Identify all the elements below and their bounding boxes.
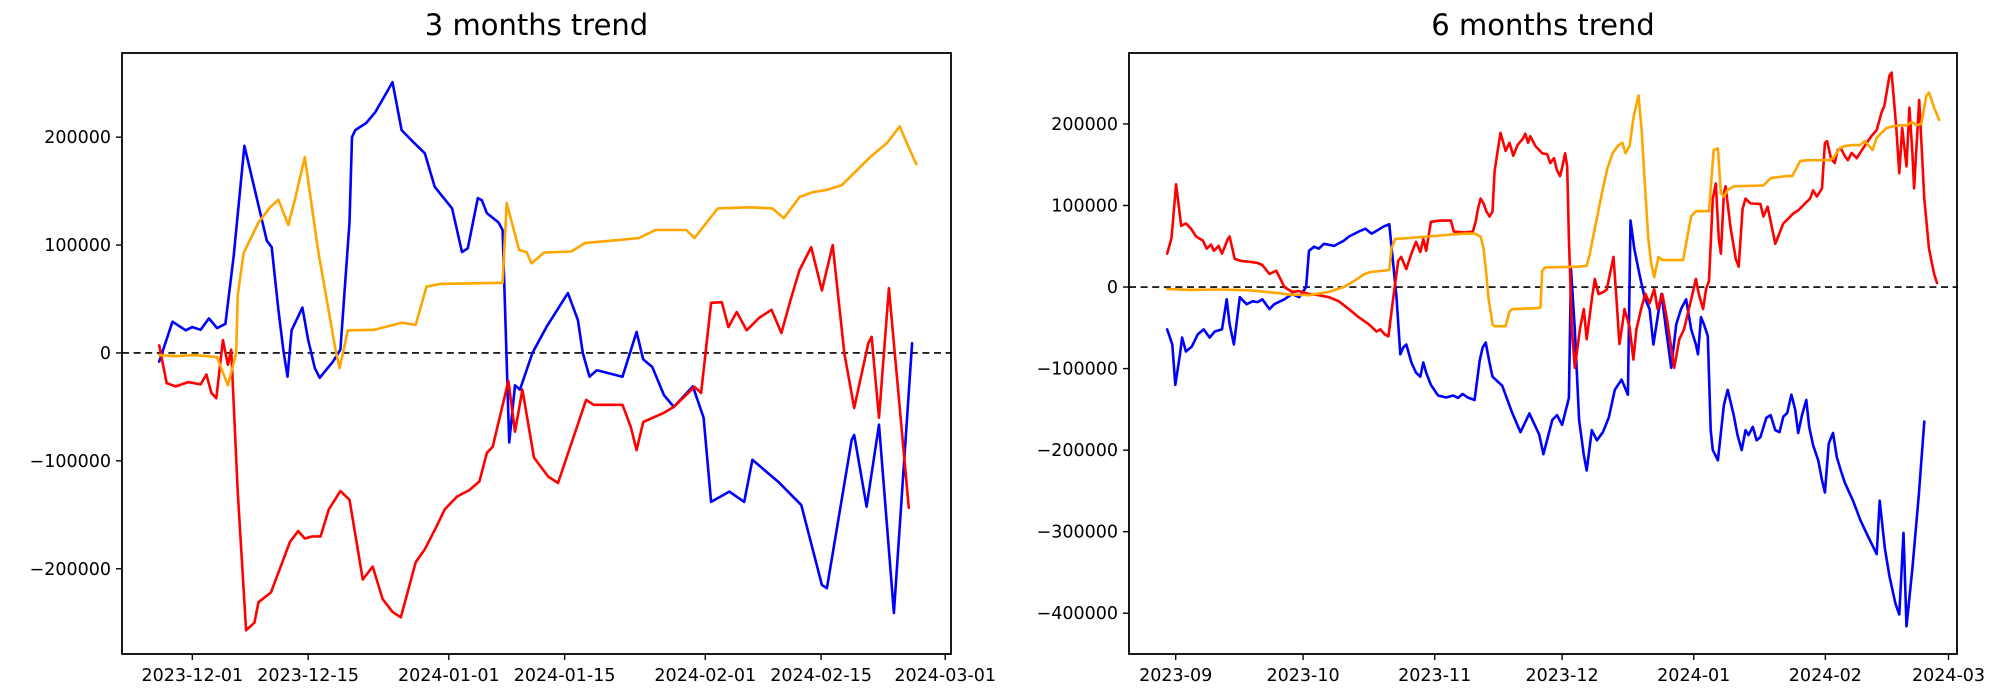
y-tick-label: −200000 xyxy=(1037,441,1118,461)
x-tick-label: 2024-02-01 xyxy=(654,666,756,686)
x-tick-label: 2024-03-01 xyxy=(894,666,996,686)
y-tick-label: −100000 xyxy=(1037,360,1118,380)
series-blue-line xyxy=(1165,219,1926,628)
x-tick-label: 2024-01 xyxy=(1657,666,1730,686)
series-orange-line xyxy=(157,125,918,387)
y-tick-label: −300000 xyxy=(1037,523,1118,543)
chart-title-6-months: 6 months trend xyxy=(1431,8,1655,42)
chart-6-months-trend: 2023-09 2023-10 2023-11 2023-12 2024-01 2024-… xyxy=(1037,52,1985,686)
plot-frame xyxy=(1128,52,1958,655)
y-tick-label: 200000 xyxy=(1051,115,1118,135)
x-tick-label: 2023-10 xyxy=(1267,666,1340,686)
series-red-line xyxy=(157,243,911,632)
chart-title-3-months: 3 months trend xyxy=(424,8,649,42)
x-tick-label: 2024-03 xyxy=(1912,666,1985,686)
y-tick-label: 200000 xyxy=(44,128,111,148)
x-tick-label: 2023-12 xyxy=(1526,666,1599,686)
x-tick-label: 2023-09 xyxy=(1139,666,1212,686)
x-tick-label: 2024-01-01 xyxy=(398,666,500,686)
series-blue-line xyxy=(157,80,914,615)
plot-frame xyxy=(121,52,952,655)
series-red-line xyxy=(1165,71,1939,370)
y-tick-label: 100000 xyxy=(44,236,111,256)
x-tick-label: 2023-11 xyxy=(1398,666,1471,686)
chart-3-months-trend: 2023-12-01 2023-12-15 2024-01-01 2024-01-15… xyxy=(30,52,996,686)
y-tick-label: −100000 xyxy=(30,452,111,472)
x-tick-label: 2024-02 xyxy=(1789,666,1862,686)
x-tick-label: 2024-01-15 xyxy=(514,666,616,686)
y-tick-label: 0 xyxy=(100,344,111,364)
x-tick-label: 2024-02-15 xyxy=(770,666,872,686)
y-tick-label: −200000 xyxy=(30,560,111,580)
x-tick-label: 2023-12-01 xyxy=(141,666,243,686)
y-tick-label: −400000 xyxy=(1037,604,1118,624)
series-orange-line xyxy=(1165,91,1941,328)
x-tick-label: 2023-12-15 xyxy=(257,666,359,686)
y-tick-label: 100000 xyxy=(1051,196,1118,216)
y-tick-label: 0 xyxy=(1107,278,1118,298)
